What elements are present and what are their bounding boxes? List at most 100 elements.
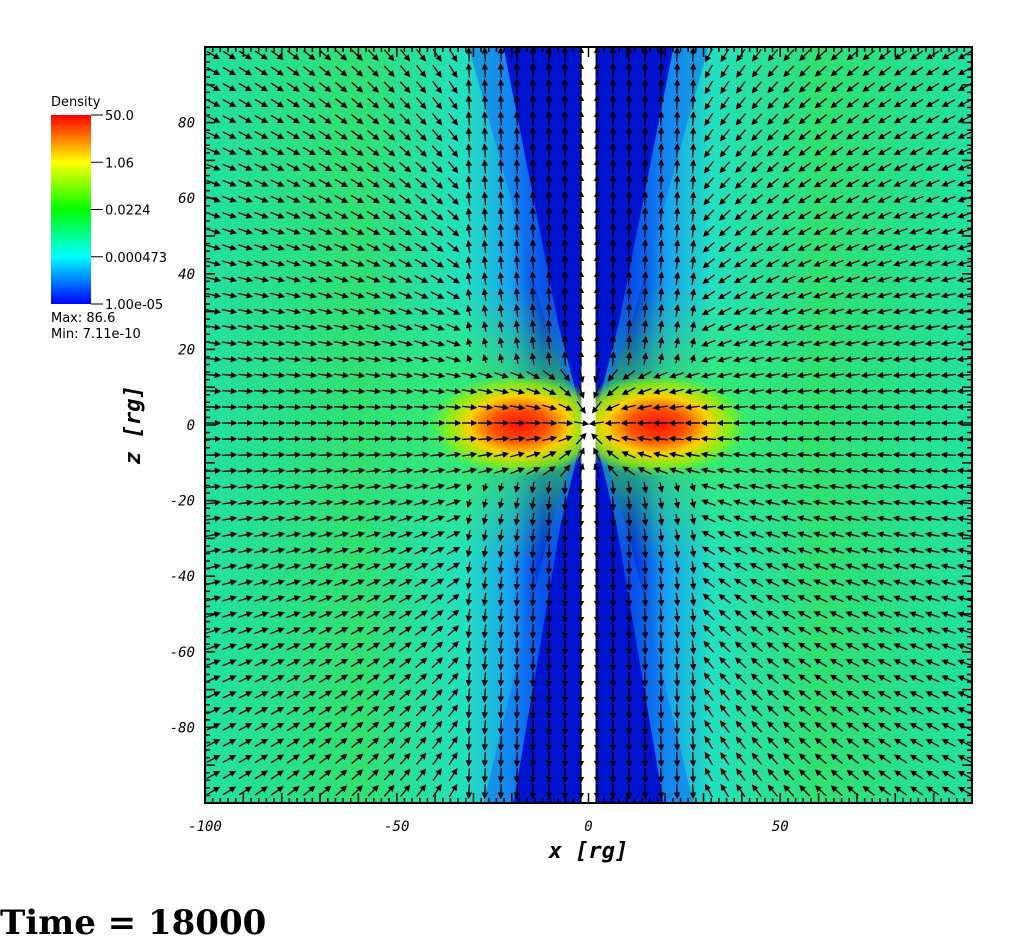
velocity-arrow [318,130,332,140]
velocity-arrow [719,193,731,205]
velocity-arrow [497,78,505,94]
velocity-arrow [481,288,489,301]
velocity-arrow [925,211,940,219]
velocity-arrow [238,179,253,187]
velocity-arrow [957,66,972,76]
velocity-arrow [750,194,763,205]
velocity-arrow [732,435,749,443]
velocity-arrow [925,244,940,251]
velocity-arrow [719,129,730,142]
velocity-arrow [734,242,748,252]
velocity-arrow [335,49,348,61]
velocity-arrow [529,174,537,190]
velocity-arrow [513,255,521,270]
velocity-arrow [893,260,908,267]
velocity-arrow [657,207,665,222]
velocity-arrow [736,48,746,62]
velocity-arrow [609,544,617,560]
colorbar-tick-label: 1.06 [105,156,134,171]
velocity-arrow [909,195,924,203]
velocity-arrow [609,512,617,528]
velocity-arrow [798,81,811,93]
velocity-arrow [529,239,537,254]
velocity-arrow [894,50,908,60]
velocity-arrow [497,287,505,301]
velocity-arrow [733,274,748,284]
velocity-arrow [689,47,697,62]
velocity-arrow [829,211,844,219]
velocity-arrow [625,238,633,254]
velocity-arrow [222,66,237,76]
velocity-arrow [657,672,665,688]
velocity-arrow [238,66,253,76]
velocity-arrow [318,227,333,235]
velocity-arrow [430,242,444,252]
velocity-arrow [673,784,681,800]
velocity-arrow [877,260,892,267]
velocity-arrow [465,784,473,799]
velocity-arrow [797,194,812,204]
velocity-arrow [813,178,828,188]
velocity-arrow [513,768,521,784]
velocity-arrow [720,80,730,94]
velocity-arrow [718,274,732,284]
velocity-arrow [365,403,382,411]
velocity-arrow [286,260,301,267]
velocity-arrow [513,239,521,254]
velocity-arrow [497,143,505,158]
velocity-arrow [609,334,617,350]
velocity-arrow [782,162,795,173]
velocity-arrow [829,276,844,283]
velocity-arrow [909,115,924,124]
velocity-arrow [301,451,318,459]
velocity-arrow [925,179,940,187]
density-field [205,47,972,803]
velocity-arrow [270,211,285,219]
velocity-arrow [285,451,302,459]
velocity-arrow [497,62,505,78]
velocity-arrow [813,194,828,204]
velocity-arrow [497,47,505,62]
velocity-arrow [719,145,730,158]
colorbar-tick-label: 0.0224 [105,204,151,219]
velocity-arrow [366,210,381,220]
velocity-arrow [545,222,553,238]
velocity-arrow [657,174,665,190]
velocity-arrow [414,226,428,236]
velocity-arrow [513,736,521,752]
velocity-arrow [751,65,762,78]
velocity-arrow [957,131,972,139]
velocity-arrow [673,688,681,703]
velocity-arrow [529,287,537,302]
velocity-arrow [465,95,473,110]
velocity-arrow [302,211,317,219]
velocity-arrow [861,260,876,267]
velocity-arrow [845,227,860,235]
velocity-arrow [957,196,972,203]
velocity-arrow [941,228,956,235]
velocity-arrow [286,130,301,140]
velocity-arrow [350,162,364,172]
velocity-arrow [641,174,649,190]
velocity-arrow [750,226,764,236]
y-tick-label: -40 [170,569,195,585]
velocity-arrow [222,82,237,92]
velocity-arrow [383,146,396,157]
velocity-arrow [924,276,940,283]
velocity-arrow [720,64,730,78]
velocity-arrow [766,194,780,204]
velocity-arrow [909,260,924,267]
velocity-arrow [529,624,537,640]
velocity-arrow [734,193,747,205]
velocity-arrow [641,656,649,672]
velocity-arrow [545,270,553,286]
velocity-arrow [909,163,924,171]
velocity-arrow [877,130,892,140]
velocity-arrow [767,97,779,110]
velocity-arrow [641,720,649,736]
velocity-arrow [910,66,924,76]
velocity-arrow [481,191,489,206]
velocity-arrow [925,131,940,139]
velocity-arrow [609,318,617,334]
velocity-arrow [657,736,665,752]
